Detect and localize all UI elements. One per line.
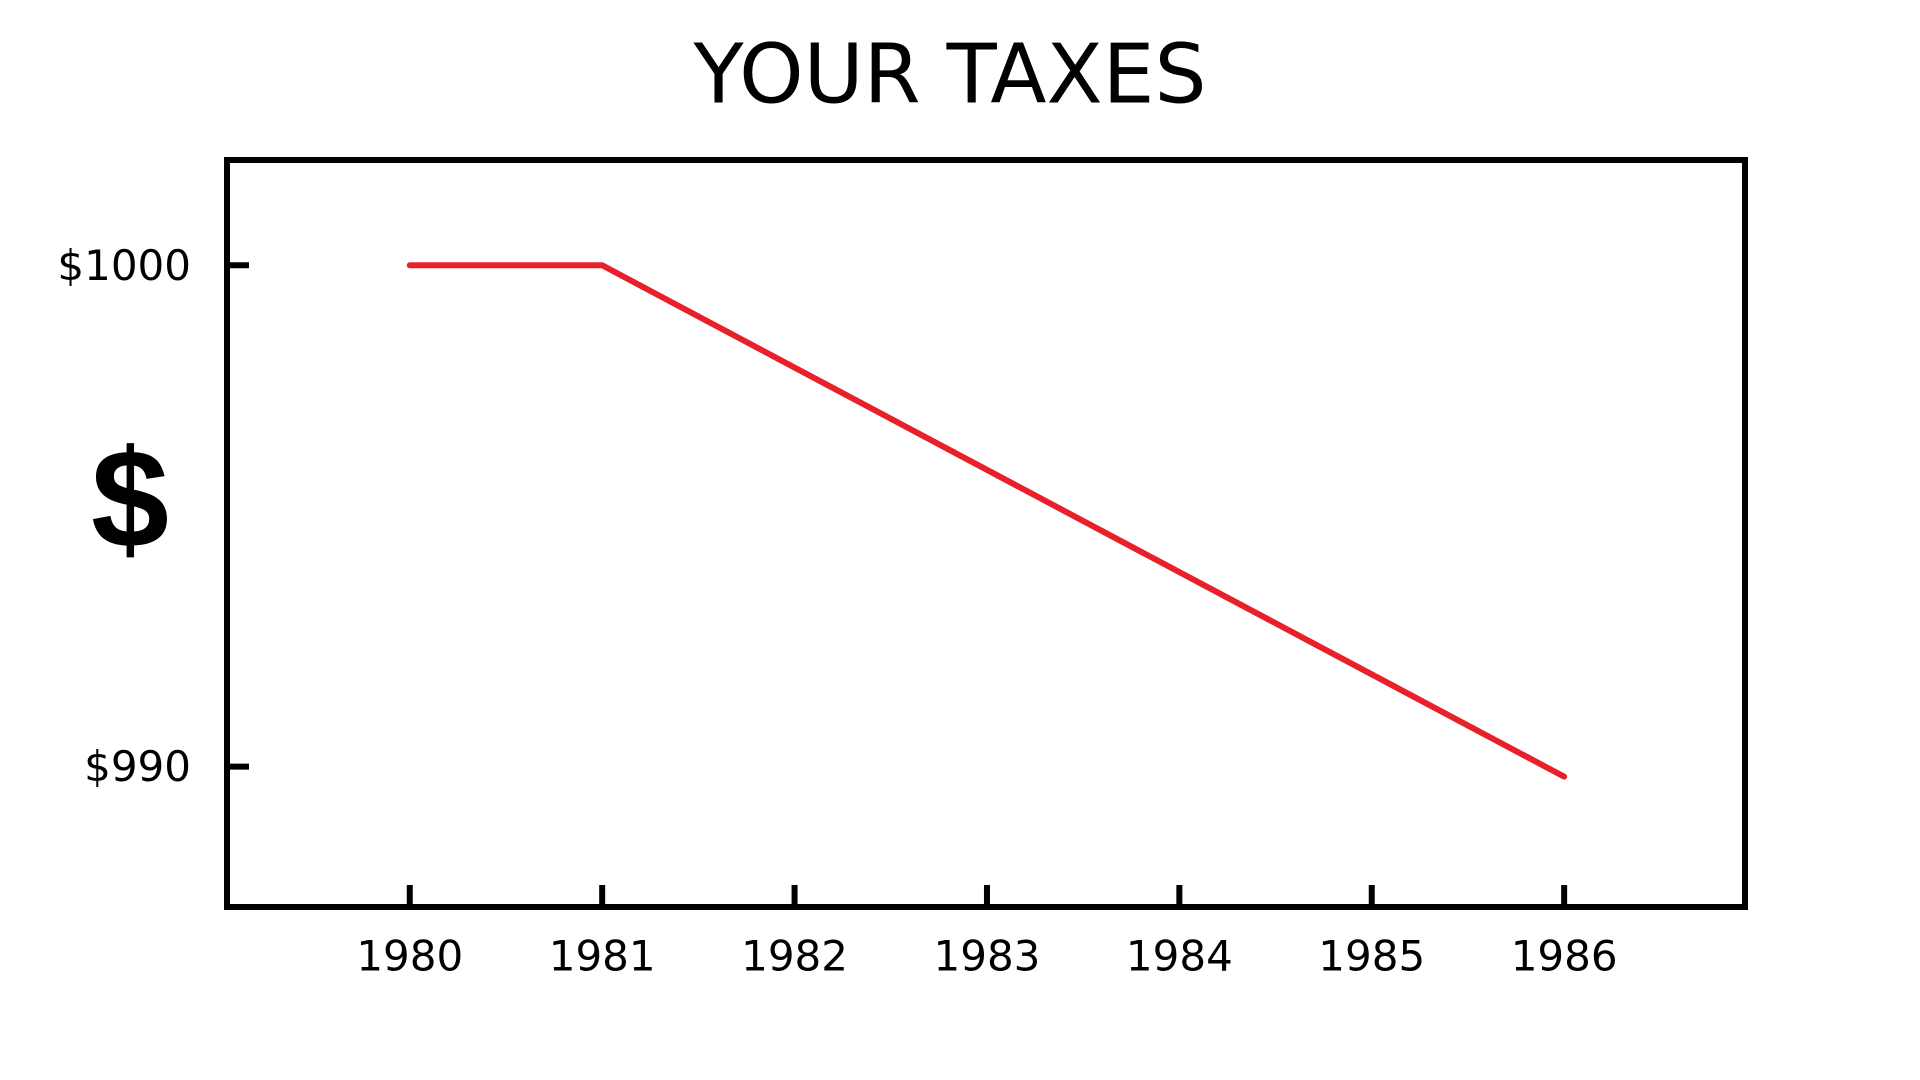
x-tick-label: 1981 (549, 932, 656, 981)
x-tick-label: 1982 (741, 932, 848, 981)
x-tick-label: 1985 (1318, 932, 1425, 981)
x-tick-label: 1983 (934, 932, 1041, 981)
line (406, 262, 1568, 780)
y-tick-label: $990 (84, 742, 191, 791)
x-tick-label: 1980 (356, 932, 463, 981)
x-tick-label: 1986 (1511, 932, 1618, 981)
plot-frame (224, 157, 1748, 910)
y-tick-label: $1000 (57, 241, 191, 290)
chart-title: YOUR TAXES (692, 27, 1206, 122)
x-tick-label: 1984 (1126, 932, 1233, 981)
y-axis-label: $ (91, 420, 169, 577)
